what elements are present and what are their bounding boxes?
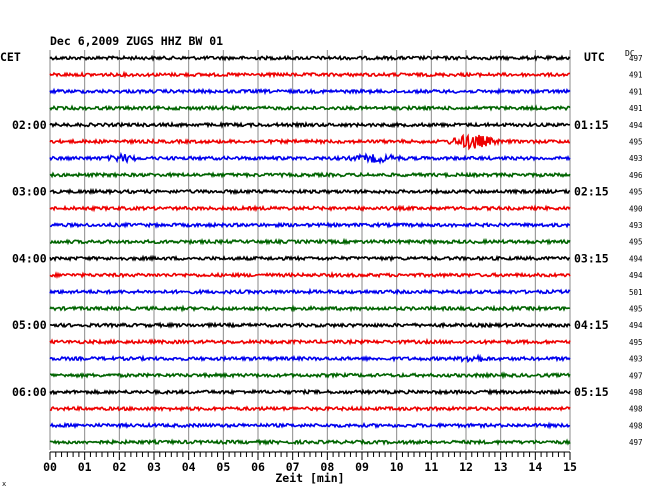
left-time-label: 06:00: [12, 385, 47, 399]
left-time-label: 02:00: [12, 118, 47, 132]
dc-value: 498: [629, 421, 643, 430]
trace-0: [49, 54, 571, 62]
dc-label: DC: [625, 49, 635, 58]
dc-value: 496: [629, 171, 643, 180]
right-time-label: 03:15: [574, 251, 609, 265]
right-time-label: 04:15: [574, 318, 609, 332]
time-labels: 02:00 03:00 04:00 05:00 06:00 01:15 02:15 03:15…: [12, 118, 609, 399]
x-tick-label: 07: [286, 460, 300, 474]
trace-19: [49, 371, 571, 380]
dc-value: 497: [629, 54, 643, 63]
left-time-label: 04:00: [12, 251, 47, 265]
trace-17: [49, 337, 571, 346]
dc-value: 494: [629, 321, 643, 330]
trace-21: [49, 404, 571, 413]
trace-1: [49, 70, 571, 79]
dc-value: 494: [629, 254, 643, 263]
trace-13: [49, 271, 571, 280]
x-tick-label: 15: [563, 460, 577, 474]
chart-title: Dec 6,2009 ZUGS HHZ BW 01: [50, 34, 223, 48]
x-tick-label: 14: [528, 460, 542, 474]
trace-22: [49, 421, 571, 430]
x-tick-label: 02: [112, 460, 126, 474]
dc-value: 498: [629, 388, 643, 397]
dc-value: 493: [629, 154, 643, 163]
dc-value: 495: [629, 238, 643, 247]
x-tick-label: 11: [424, 460, 438, 474]
dc-value: 491: [629, 104, 643, 113]
x-tick-label: 10: [390, 460, 404, 474]
dc-value: 494: [629, 271, 643, 280]
x-tick-label: 09: [355, 460, 369, 474]
trace-15: [49, 304, 571, 313]
grid: [49, 50, 571, 450]
right-axis-label: UTC: [584, 50, 605, 64]
dc-value: 491: [629, 87, 643, 96]
dc-value: 495: [629, 138, 643, 147]
x-tick-label: 13: [494, 460, 508, 474]
trace-2: [49, 87, 571, 96]
left-time-label: 05:00: [12, 318, 47, 332]
x-tick-label: 00: [43, 460, 57, 474]
trace-14: [49, 287, 571, 296]
x-axis-label: Zeit [min]: [275, 471, 344, 485]
trace-3: [49, 104, 571, 112]
dc-values: 497 491 491 491 494 495 493 496 495 490 493 495 494 4…: [629, 54, 643, 447]
right-time-label: 05:15: [574, 385, 609, 399]
trace-4: [49, 120, 571, 129]
trace-20: [49, 388, 571, 396]
x-tick-label: 03: [147, 460, 161, 474]
dc-value: 497: [629, 371, 643, 380]
x-tick-label: 04: [182, 460, 196, 474]
left-axis-label: CET: [0, 50, 21, 64]
x-tick-label: 08: [320, 460, 334, 474]
footer-mark: x: [2, 480, 6, 488]
x-axis: 00 01 02 03 04 05 06 07 08 09 10 11 12 13 14 15: [43, 451, 577, 474]
trace-16: [49, 321, 571, 330]
dc-value: 495: [629, 188, 643, 197]
trace-12: [49, 254, 571, 263]
trace-11: [49, 237, 571, 246]
x-tick-label: 12: [459, 460, 473, 474]
trace-7: [49, 171, 571, 179]
dc-value: 493: [629, 355, 643, 364]
dc-value: 497: [629, 438, 643, 447]
right-time-label: 02:15: [574, 185, 609, 199]
dc-value: 495: [629, 305, 643, 314]
dc-value: 501: [629, 288, 643, 297]
trace-6: [49, 151, 571, 165]
x-tick-label: 06: [251, 460, 265, 474]
traces: [49, 54, 571, 446]
x-tick-label: 05: [216, 460, 230, 474]
x-tick-label: 01: [78, 460, 92, 474]
trace-9: [49, 204, 571, 213]
trace-10: [49, 221, 571, 229]
dc-value: 498: [629, 405, 643, 414]
right-time-label: 01:15: [574, 118, 609, 132]
trace-5: [49, 133, 571, 151]
dc-value: 493: [629, 221, 643, 230]
dc-value: 490: [629, 204, 643, 213]
trace-23: [49, 438, 571, 446]
dc-value: 494: [629, 121, 643, 130]
dc-value: 491: [629, 71, 643, 80]
dc-value: 495: [629, 338, 643, 347]
trace-18: [49, 353, 571, 363]
trace-8: [49, 187, 571, 196]
left-time-label: 03:00: [12, 185, 47, 199]
